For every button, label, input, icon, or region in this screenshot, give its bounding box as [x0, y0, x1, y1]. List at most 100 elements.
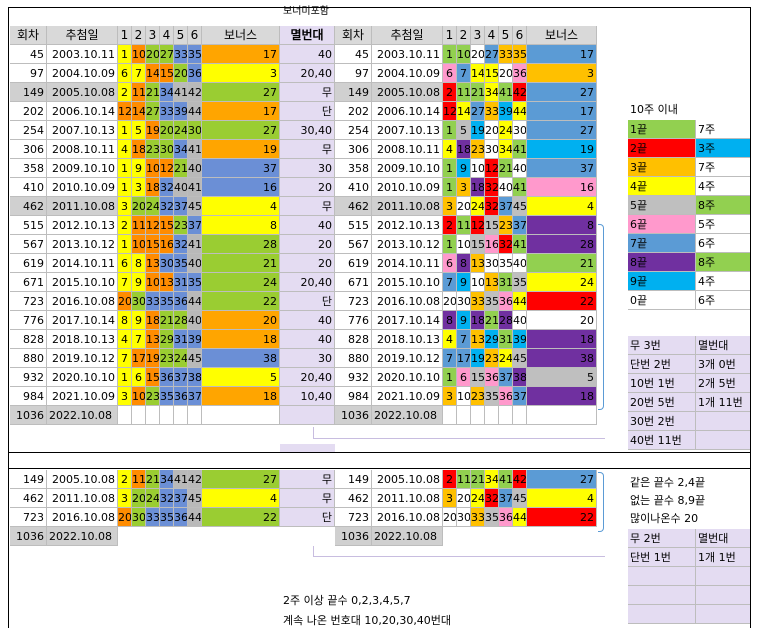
rows-round2[interactable]: 515 — [335, 216, 372, 235]
rows-num2[interactable]: 45 — [513, 349, 527, 368]
rows-bonus2[interactable]: 19 — [527, 140, 597, 159]
rows-num2[interactable]: 31 — [499, 273, 513, 292]
rows-num[interactable]: 1 — [118, 121, 132, 140]
sub-round[interactable]: 149 — [10, 470, 47, 489]
rows-num[interactable]: 7 — [118, 349, 132, 368]
rows-zone[interactable]: 무 — [280, 197, 335, 216]
rows-round2[interactable]: 306 — [335, 140, 372, 159]
rows-num2[interactable]: 3 — [443, 387, 457, 406]
rows-date2[interactable]: 2019.10.12 — [372, 349, 443, 368]
rows-num[interactable]: 23 — [174, 216, 188, 235]
stat-cell[interactable]: 단번 2번 — [628, 355, 696, 374]
rows-num[interactable]: 1 — [118, 159, 132, 178]
rows-zone[interactable]: 40 — [280, 216, 335, 235]
rows-num2[interactable]: 23 — [485, 349, 499, 368]
rows-num2[interactable]: 7 — [443, 273, 457, 292]
empty-cell[interactable] — [527, 406, 597, 425]
rows-num[interactable]: 15 — [160, 64, 174, 83]
rows-round[interactable]: 567 — [10, 235, 47, 254]
rows-num2[interactable]: 31 — [499, 330, 513, 349]
rows-num2[interactable]: 11 — [457, 216, 471, 235]
rows-bonus[interactable]: 21 — [202, 254, 280, 273]
sub-num2[interactable]: 3 — [443, 489, 457, 508]
legend-key[interactable]: 6끝 — [628, 215, 696, 234]
rows-num[interactable]: 39 — [188, 330, 202, 349]
rows-num[interactable]: 32 — [160, 178, 174, 197]
sub-bonus2[interactable]: 22 — [527, 508, 597, 527]
rows-num2[interactable]: 17 — [457, 349, 471, 368]
rows-round[interactable]: 462 — [10, 197, 47, 216]
rows-num2[interactable]: 24 — [499, 121, 513, 140]
rows-num2[interactable]: 1 — [443, 121, 457, 140]
legend-value[interactable]: 3주 — [696, 139, 751, 158]
rows-num[interactable]: 18 — [146, 311, 160, 330]
rows-num2[interactable]: 7 — [443, 349, 457, 368]
rows-num[interactable]: 3 — [118, 197, 132, 216]
rows-date[interactable]: 2012.10.13 — [47, 216, 118, 235]
rows-date[interactable]: 2008.10.11 — [47, 140, 118, 159]
rows-round2[interactable]: 97 — [335, 64, 372, 83]
empty-cell[interactable] — [443, 406, 457, 425]
rows-num2[interactable]: 40 — [513, 159, 527, 178]
rows-num2[interactable]: 8 — [443, 311, 457, 330]
sub-num2[interactable]: 41 — [499, 470, 513, 489]
legend-value[interactable]: 7주 — [696, 158, 751, 177]
sub-date2[interactable]: 2011.10.08 — [372, 489, 443, 508]
rows-zone[interactable]: 30,40 — [280, 121, 335, 140]
rows-num2[interactable]: 23 — [471, 387, 485, 406]
sub-bonus[interactable]: 4 — [202, 489, 280, 508]
sub-num[interactable]: 44 — [188, 508, 202, 527]
rows-num[interactable]: 10 — [132, 235, 146, 254]
rows-num[interactable]: 40 — [174, 178, 188, 197]
rows-zone[interactable]: 40 — [280, 330, 335, 349]
header2-round[interactable]: 회차 — [335, 26, 372, 45]
rows-round[interactable]: 776 — [10, 311, 47, 330]
rows-bonus[interactable]: 17 — [202, 102, 280, 121]
rows-num[interactable]: 9 — [132, 311, 146, 330]
rows-num2[interactable]: 23 — [471, 140, 485, 159]
rows-num2[interactable]: 41 — [513, 178, 527, 197]
rows-bonus2[interactable]: 37 — [527, 159, 597, 178]
rows-round2[interactable]: 45 — [335, 45, 372, 64]
rows-num[interactable]: 1 — [118, 235, 132, 254]
rows-zone[interactable]: 20,40 — [280, 368, 335, 387]
rows-round[interactable]: 515 — [10, 216, 47, 235]
rows-num[interactable]: 44 — [188, 292, 202, 311]
empty-cell[interactable] — [696, 605, 751, 624]
rows-date[interactable]: 2010.10.09 — [47, 178, 118, 197]
empty-cell[interactable] — [202, 406, 280, 425]
sub-num2[interactable]: 32 — [485, 489, 499, 508]
rows-date2[interactable]: 2007.10.13 — [372, 121, 443, 140]
rows-num2[interactable]: 15 — [485, 216, 499, 235]
sub-num2[interactable]: 33 — [471, 508, 485, 527]
sub-num2[interactable]: 34 — [485, 470, 499, 489]
rows-round[interactable]: 358 — [10, 159, 47, 178]
rows-num2[interactable]: 12 — [443, 102, 457, 121]
empty-cell[interactable] — [280, 406, 335, 425]
rows-num[interactable]: 9 — [132, 159, 146, 178]
rows-num[interactable]: 31 — [174, 273, 188, 292]
last-date[interactable]: 2022.10.08 — [47, 527, 118, 546]
rows-round2[interactable]: 149 — [335, 83, 372, 102]
empty-cell[interactable] — [174, 406, 188, 425]
rows-num[interactable]: 19 — [146, 121, 160, 140]
header2-n4[interactable]: 4 — [485, 26, 499, 45]
rows-num2[interactable]: 19 — [471, 121, 485, 140]
sub-num[interactable]: 45 — [188, 489, 202, 508]
rows-num[interactable]: 10 — [132, 387, 146, 406]
empty-cell[interactable] — [471, 406, 485, 425]
rows-num[interactable]: 35 — [174, 254, 188, 273]
rows-num[interactable]: 45 — [188, 349, 202, 368]
rows-num[interactable]: 33 — [174, 45, 188, 64]
rows-num2[interactable]: 6 — [457, 368, 471, 387]
header-n5[interactable]: 5 — [174, 26, 188, 45]
rows-date2[interactable]: 2012.10.13 — [372, 216, 443, 235]
rows-num[interactable]: 38 — [188, 368, 202, 387]
legend-value[interactable]: 6주 — [696, 234, 751, 253]
rows-num2[interactable]: 41 — [513, 235, 527, 254]
rows-num[interactable]: 14 — [132, 102, 146, 121]
sub-date2[interactable]: 2005.10.08 — [372, 470, 443, 489]
sub-num2[interactable]: 35 — [485, 508, 499, 527]
rows-num[interactable]: 30 — [188, 121, 202, 140]
header2-n1[interactable]: 1 — [443, 26, 457, 45]
